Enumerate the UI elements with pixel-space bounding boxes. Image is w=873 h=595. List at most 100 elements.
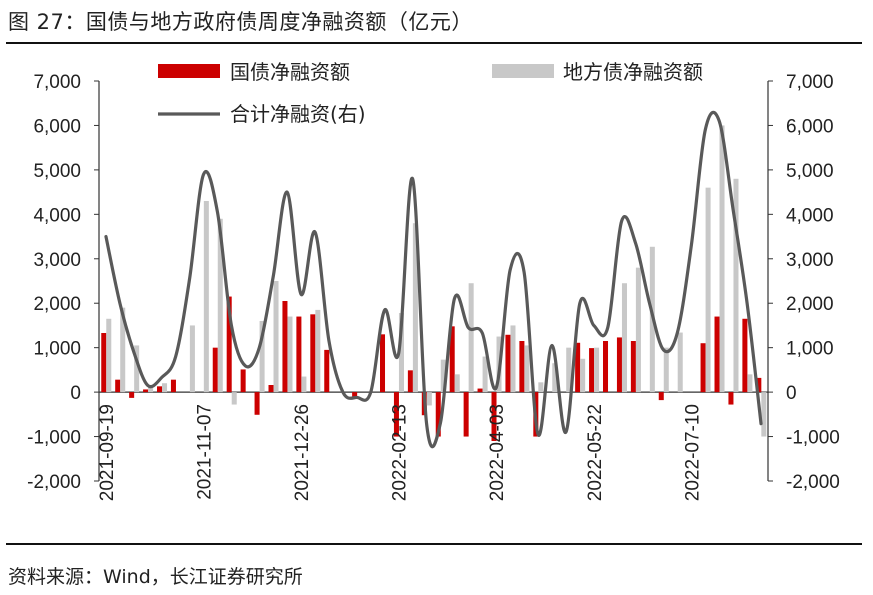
treasury-bar [575, 342, 581, 393]
treasury-bar [728, 392, 734, 405]
local-bond-bar [468, 283, 474, 393]
treasury-bar [324, 349, 330, 393]
left-y-tick-label: 7,000 [33, 72, 81, 93]
left-y-tick-label: 6,000 [33, 116, 81, 137]
treasury-bar [101, 333, 107, 393]
right-y-tick-label: 4,000 [786, 205, 834, 226]
treasury-bar [756, 377, 762, 393]
local-bond-bar [315, 309, 321, 393]
local-bond-bar [287, 316, 293, 393]
treasury-bar [463, 392, 469, 437]
left-y-tick-label: -2,000 [27, 472, 81, 493]
treasury-bar [700, 343, 706, 393]
left-y-tick-label: 4,000 [33, 205, 81, 226]
treasury-bar [616, 337, 622, 393]
local-bond-bar [719, 125, 725, 393]
local-bond-bar [398, 313, 404, 393]
treasury-bar [170, 379, 176, 393]
treasury-bar [435, 392, 441, 437]
treasury-bar [157, 386, 163, 393]
x-tick-label: 2021-12-26 [292, 404, 313, 501]
treasury-bar [658, 392, 664, 401]
local-bond-bar [482, 356, 488, 393]
x-tick-label: 2022-04-03 [487, 404, 508, 501]
treasury-bar [296, 316, 302, 393]
treasury-bar [115, 379, 121, 393]
treasury-bar [282, 301, 288, 393]
treasury-bar [477, 388, 483, 393]
local-bond-bar [524, 345, 530, 393]
treasury-bar [449, 326, 455, 393]
local-bond-bar [552, 363, 558, 393]
local-bond-bar [594, 347, 600, 393]
treasury-bar [519, 341, 525, 393]
left-y-tick-label: 5,000 [33, 161, 81, 182]
local-bond-bar [189, 325, 195, 393]
right-y-tick-label: -2,000 [786, 472, 840, 493]
local-bond-bar [412, 223, 418, 393]
legend-label-local: 地方债净融资额 [563, 60, 703, 84]
treasury-bar [310, 314, 316, 393]
treasury-bar [226, 296, 232, 393]
x-tick-label: 2022-05-22 [585, 404, 606, 501]
local-bond-bar [259, 321, 265, 393]
right-y-tick-label: 5,000 [786, 161, 834, 182]
local-bond-bar [747, 374, 753, 393]
local-bond-bar [162, 383, 168, 393]
right-y-tick-label: -1,000 [786, 428, 840, 449]
left-y-tick-label: 1,000 [33, 339, 81, 360]
local-bond-bar [231, 392, 237, 405]
x-tick-label: 2022-07-10 [682, 404, 703, 501]
right-y-tick-label: 2,000 [786, 294, 834, 315]
treasury-bar [407, 370, 413, 393]
local-bond-bar [663, 347, 669, 393]
local-bond-bar [301, 376, 307, 393]
x-tick-label: 2021-09-19 [97, 404, 118, 501]
treasury-bar [268, 385, 274, 393]
top-rule [6, 42, 862, 44]
local-bond-bar [203, 201, 209, 393]
right-y-tick-label: 7,000 [786, 72, 834, 93]
local-bond-bar [217, 218, 223, 393]
treasury-bar [505, 334, 511, 393]
treasury-bar [714, 316, 720, 393]
treasury-bar [603, 341, 609, 393]
treasury-bar [352, 392, 358, 398]
treasury-bar [143, 389, 149, 393]
left-y-tick-label: -1,000 [27, 428, 81, 449]
local-bond-bar [440, 359, 446, 393]
local-bond-bar [120, 307, 126, 393]
right-y-tick-label: 1,000 [786, 339, 834, 360]
treasury-bar [212, 347, 218, 393]
treasury-bar [380, 334, 386, 393]
left-y-tick-label: 2,000 [33, 294, 81, 315]
local-bond-bar [705, 187, 711, 393]
bottom-rule [6, 543, 862, 545]
treasury-bar [630, 341, 636, 393]
local-bond-bar [621, 283, 627, 393]
treasury-bar [129, 392, 135, 398]
local-bond-bar [426, 392, 432, 406]
local-bond-bar [510, 325, 516, 393]
local-bond-bar [733, 178, 739, 393]
local-bond-bar [134, 345, 140, 393]
local-bond-bar [566, 347, 572, 393]
local-bond-bar [148, 387, 154, 393]
legend-swatch-local [492, 64, 554, 78]
local-bond-bar [538, 382, 544, 393]
x-tick-label: 2022-02-13 [390, 404, 411, 501]
local-bond-bar [761, 392, 767, 437]
left-y-tick-label: 3,000 [33, 250, 81, 271]
treasury-bar [393, 392, 399, 437]
treasury-bar [254, 392, 260, 415]
treasury-bar [491, 392, 497, 441]
source-note: 资料来源：Wind，长江证券研究所 [8, 566, 303, 588]
right-y-tick-label: 0 [786, 383, 797, 404]
local-bond-bar [580, 358, 586, 393]
treasury-bar [240, 369, 246, 393]
legend-swatch-treasury [158, 64, 220, 78]
chart: -2,000 -2,000 -1,000 -1,000 0 0 1,000 1,000 2,00… [27, 60, 840, 501]
right-y-tick-label: 3,000 [786, 250, 834, 271]
local-bond-bar [635, 267, 641, 393]
right-y-tick-label: 6,000 [786, 116, 834, 137]
